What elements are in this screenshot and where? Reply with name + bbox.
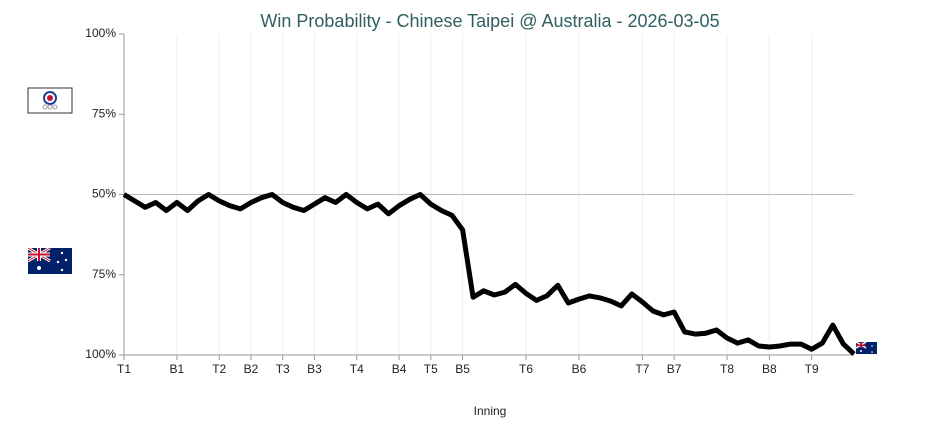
x-tick-label: B7 — [667, 362, 682, 376]
x-tick-label: B1 — [170, 362, 185, 376]
team-flag-away — [27, 87, 73, 114]
x-tick-label: T8 — [720, 362, 734, 376]
x-tick-label: B5 — [455, 362, 470, 376]
y-tick-label: 100% — [85, 26, 116, 40]
y-tick-label: 75% — [92, 106, 116, 120]
y-tick-label: 75% — [92, 267, 116, 281]
x-tick-label: T3 — [276, 362, 290, 376]
x-tick-label: T9 — [805, 362, 819, 376]
x-tick-label: B4 — [392, 362, 407, 376]
chart-title: Win Probability - Chinese Taipei @ Austr… — [260, 11, 719, 31]
team-flag-home-small — [855, 341, 877, 354]
x-tick-label: T2 — [212, 362, 226, 376]
team-flag-home — [27, 246, 72, 274]
y-tick-label: 100% — [85, 347, 116, 361]
x-tick-label: B3 — [307, 362, 322, 376]
x-tick-label: T4 — [350, 362, 364, 376]
x-tick-label: T6 — [519, 362, 533, 376]
x-tick-label: B6 — [572, 362, 587, 376]
win-probability-line — [122, 192, 856, 356]
x-tick-label: B8 — [762, 362, 777, 376]
x-tick-label: T5 — [424, 362, 438, 376]
x-tick-label: B2 — [244, 362, 259, 376]
y-tick-label: 50% — [92, 187, 116, 201]
x-tick-label: T7 — [635, 362, 649, 376]
x-axis-label: Inning — [474, 404, 507, 418]
x-tick-label: T1 — [117, 362, 131, 376]
